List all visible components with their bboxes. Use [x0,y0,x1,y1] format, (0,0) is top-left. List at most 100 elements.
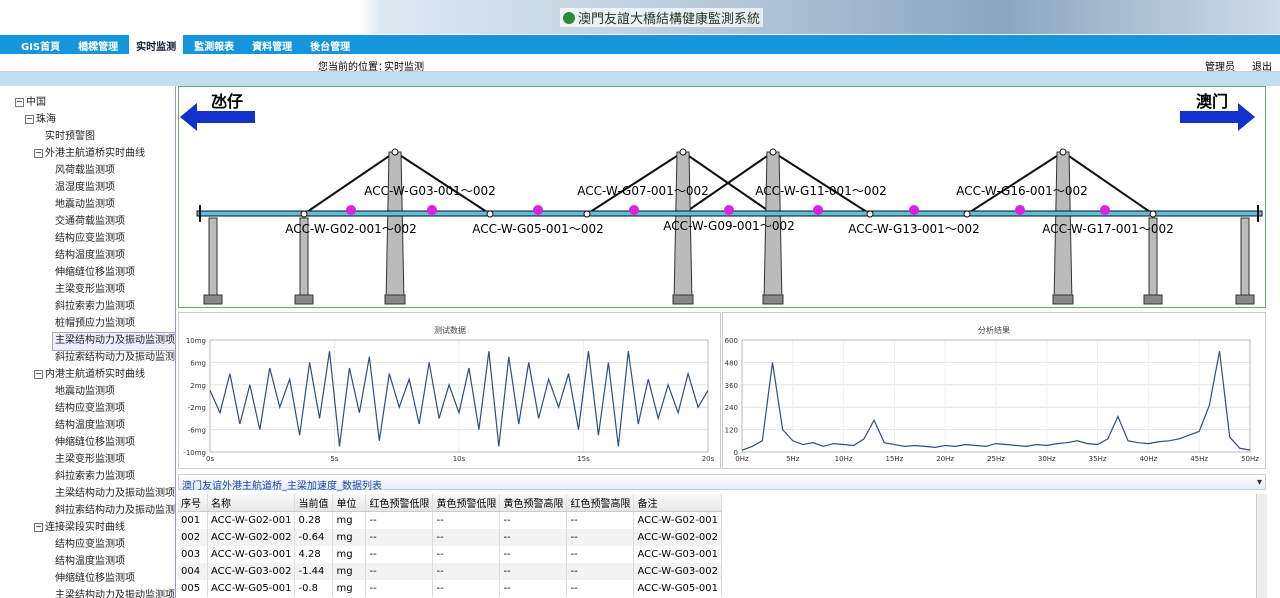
nav-item[interactable]: 实时监测 [129,35,184,54]
tree-toggle[interactable]: − [15,97,24,107]
sensor-label: ACC-W-G13-001～002 [848,222,979,236]
tree-node[interactable]: 伸缩缝位移监测项 [55,267,135,278]
table-cell: 005 [178,580,208,597]
tree-node[interactable]: 主梁结构动力及振动监测项 [52,332,175,351]
tree-node[interactable]: 主梁结构动力及振动监测项 [55,590,175,598]
tree-node[interactable]: 结构应变监测项 [55,233,125,244]
table-cell: -0.64 [294,529,334,546]
tree-node[interactable]: 地震动监测项 [55,199,115,210]
table-row[interactable]: 001 ACC-W-G02-001 0.28 mg -- -- -- -- ACC-W-G02-… [178,511,722,529]
tree-node[interactable]: 桩帽预应力监测项 [55,318,135,329]
nav-item[interactable]: 資料管理 [252,42,293,53]
tree-node[interactable]: 斜拉索结构动力及振动监测项 [55,505,176,516]
table-cell: -- [365,511,434,529]
tree-node[interactable]: 内港主航道桥实时曲线 [45,369,145,380]
tree-node[interactable]: 结构温度监测项 [55,556,125,567]
tree-node[interactable]: 主梁结构动力及振动监测项 [55,488,175,499]
table-cell: -- [365,580,434,597]
nav-item[interactable]: GIS首頁 [21,42,61,53]
table-cell: -- [499,563,568,580]
y-tick-label: 360 [725,382,738,390]
x-tick-label: 35Hz [1089,455,1107,463]
tree-toggle[interactable]: − [34,522,43,532]
sensors [346,205,1110,215]
table-cell: -- [499,511,568,529]
breadcrumb-label: 您当前的位置： [318,62,388,73]
tree-node[interactable]: 温湿度监测项 [55,182,115,193]
data-table: 序号 名称 当前值 单位 红色预警低限 黄色预警低限 黄色预警高限 红色预警高限 备注 001 AC… [178,494,722,597]
tree-node[interactable]: 伸缩缝位移监测项 [55,437,135,448]
table-cell: -0.8 [294,580,334,597]
table-title-bar: 澳门友谊外港主航道桥_主梁加速度_数据列表 ▾ [178,474,1266,492]
table-cell: mg [332,511,367,529]
tree-node[interactable]: 主梁变形监测项 [55,454,125,465]
nav-item[interactable]: 監測報表 [194,42,235,53]
tree-node[interactable]: 结构应变监测项 [55,403,125,414]
tree-node[interactable]: 结构应变监测项 [55,539,125,550]
nav-item[interactable]: 後台管理 [310,42,351,53]
tree-node[interactable]: 外港主航道桥实时曲线 [45,148,145,159]
tree-node[interactable]: 主梁变形监测项 [55,284,125,295]
table-cell: -- [566,580,635,597]
table-cell: ACC-W-G02-002 [633,529,722,546]
tree-toggle[interactable]: − [34,148,43,158]
table-row[interactable]: 003 ACC-W-G03-001 4.28 mg -- -- -- -- ACC-W-G03-… [178,546,722,563]
table-cell: ACC-W-G03-002 [633,563,722,580]
right-place: 澳门 [1196,92,1228,111]
table-row[interactable]: 005 ACC-W-G05-001 -0.8 mg -- -- -- -- ACC-W-G05-… [178,580,722,597]
tree-node[interactable]: 地震动监测项 [55,386,115,397]
tree-toggle[interactable]: − [25,114,34,124]
tree-node[interactable]: 斜拉索索力监测项 [55,301,135,312]
logout[interactable]: 退出 [1252,62,1272,73]
table-row[interactable]: 004 ACC-W-G03-002 -1.44 mg -- -- -- -- ACC-W-G03… [178,563,722,580]
x-tick-label: 5Hz [786,455,800,463]
sensor-labels: ACC-W-G03-001～002 ACC-W-G02-001～002 ACC-W-… [285,184,1173,236]
column-header: 黄色预警低限 [432,494,501,512]
y-tick-label: 0 [734,449,738,457]
nav-bar: GIS首頁 橋樑管理 实时监测 監測報表 資料管理 後台管理 [0,35,1280,54]
tree-node[interactable]: 结构温度监测项 [55,250,125,261]
tree-node[interactable]: 斜拉索索力监测项 [55,471,135,482]
x-tick-label: 0Hz [735,455,749,463]
user-name[interactable]: 管理员 [1205,62,1235,73]
x-tick-label: 40Hz [1139,455,1157,463]
tree-node[interactable]: 连接梁段实时曲线 [45,522,125,533]
table-cell: -- [365,546,434,563]
sensor-label: ACC-W-G07-001～002 [577,184,708,198]
nav-item[interactable]: 橋樑管理 [78,42,119,53]
x-tick-label: 0s [206,455,214,463]
deck-ends [199,205,1259,222]
tree-node[interactable]: 中国 [26,97,46,108]
header: 澳門友誼大橋結構健康監測系統 [560,8,764,27]
table-cell: 0.28 [294,511,334,529]
tree-node[interactable]: 实时预警图 [45,131,95,142]
collapse[interactable]: ▾ [1256,477,1262,488]
tree-node[interactable]: 伸缩缝位移监测项 [55,573,135,584]
tree-toggle[interactable]: − [34,369,43,379]
table-cell: ACC-W-G02-001 [207,511,296,529]
scrollbar[interactable] [1256,494,1267,598]
table-title: 澳门友谊外港主航道桥_主梁加速度_数据列表 [182,481,382,492]
sensor-label: ACC-W-G02-001～002 [285,222,416,236]
arrow-right [1180,103,1255,131]
tree-node[interactable]: 结构温度监测项 [55,420,125,431]
tree-node[interactable]: 交通荷载监测项 [55,216,125,227]
x-tick-label: 45Hz [1190,455,1208,463]
tree-node[interactable]: 风荷载监测项 [55,165,115,176]
sensor-label: ACC-W-G05-001～002 [472,222,603,236]
x-tick-label: 15s [577,455,590,463]
table-row[interactable]: 002 ACC-W-G02-002 -0.64 mg -- -- -- -- ACC-W-G02… [178,529,722,546]
tree-node[interactable]: 珠海 [36,114,56,125]
table-cell: mg [332,563,367,580]
app-title: 澳門友誼大橋結構健康監測系統 [578,12,761,27]
table-cell: -- [566,529,635,546]
tree-node[interactable]: 斜拉索结构动力及振动监测项 [55,352,176,363]
sensor-label: ACC-W-G11-001～002 [755,184,886,198]
table-cell: 002 [178,529,208,546]
plot-area [209,339,709,453]
column-header: 单位 [332,494,367,512]
table-cell: -- [365,563,434,580]
anchors [300,148,1157,218]
data-line [209,351,709,447]
